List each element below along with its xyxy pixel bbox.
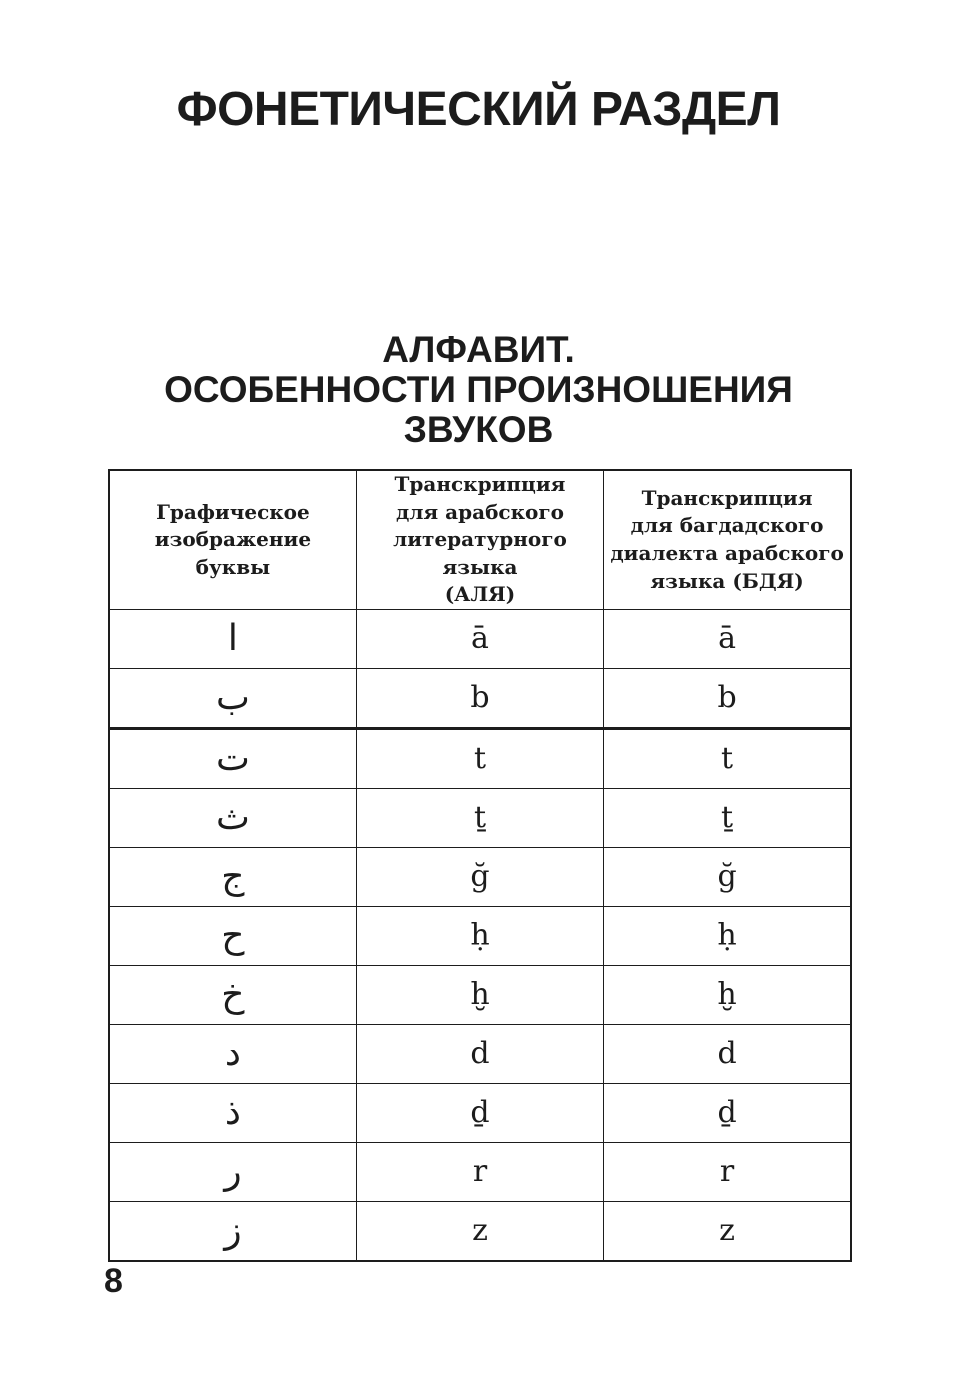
bdya-transcription-cell: r xyxy=(603,1141,852,1202)
arabic-letter-cell: ا xyxy=(108,608,357,669)
alphabet-table: Графическое изображение буквы Транскрипц… xyxy=(108,469,852,1262)
table-row: د d d xyxy=(108,1023,852,1084)
bdya-transcription-cell: ğ xyxy=(603,846,852,907)
table-row: ح ḥ ḥ xyxy=(108,905,852,966)
alya-transcription-cell: r xyxy=(355,1141,605,1202)
arabic-letter-cell: ث xyxy=(108,787,357,848)
alya-transcription-cell: t xyxy=(355,727,605,789)
section-subtitle: АЛФАВИТ. ОСОБЕННОСТИ ПРОИЗНОШЕНИЯ ЗВУКОВ xyxy=(164,329,793,450)
header-letter-column: Графическое изображение буквы xyxy=(108,469,357,610)
arabic-letter-cell: ز xyxy=(108,1200,357,1262)
arabic-letter-cell: خ xyxy=(108,964,357,1025)
page-number: 8 xyxy=(104,1262,123,1300)
arabic-letter-cell: ح xyxy=(108,905,357,966)
arabic-letter-cell: ر xyxy=(108,1141,357,1202)
bdya-transcription-cell: ā xyxy=(603,608,852,669)
arabic-letter-cell: ت xyxy=(108,727,357,789)
header-row: Графическое изображение буквы Транскрипц… xyxy=(108,469,852,610)
arabic-letter-cell: ب xyxy=(108,667,357,730)
table-row: ذ ḏ ḏ xyxy=(108,1082,852,1143)
alya-transcription-cell: ḏ xyxy=(355,1082,605,1143)
table-row: ث ṯ ṯ xyxy=(108,787,852,848)
bdya-transcription-cell: ḫ xyxy=(603,964,852,1025)
header-bdya-column: Транскрипция для багдадского диалекта ар… xyxy=(603,469,852,610)
alya-transcription-cell: ḥ xyxy=(355,905,605,966)
table-row: ا ā ā xyxy=(108,608,852,669)
table-row: ت t t xyxy=(108,727,852,789)
bdya-transcription-cell: ḥ xyxy=(603,905,852,966)
arabic-letter-cell: د xyxy=(108,1023,357,1084)
alya-transcription-cell: ḫ xyxy=(355,964,605,1025)
alya-transcription-cell: b xyxy=(355,667,605,730)
table-row: ر r r xyxy=(108,1141,852,1202)
bdya-transcription-cell: t xyxy=(603,727,852,789)
page-title: ФОНЕТИЧЕСКИЙ РАЗДЕЛ xyxy=(176,83,781,136)
bdya-transcription-cell: d xyxy=(603,1023,852,1084)
alya-transcription-cell: z xyxy=(355,1200,605,1262)
bdya-transcription-cell: ṯ xyxy=(603,787,852,848)
table-row: ز z z xyxy=(108,1200,852,1262)
bdya-transcription-cell: b xyxy=(603,667,852,730)
alya-transcription-cell: d xyxy=(355,1023,605,1084)
alya-transcription-cell: ṯ xyxy=(355,787,605,848)
table-row: ب b b xyxy=(108,667,852,730)
alya-transcription-cell: ğ xyxy=(355,846,605,907)
header-alya-column: Транскрипция для арабского литературного… xyxy=(355,469,605,610)
bdya-transcription-cell: z xyxy=(603,1200,852,1262)
arabic-letter-cell: ذ xyxy=(108,1082,357,1143)
table-header: Графическое изображение буквы Транскрипц… xyxy=(108,469,852,610)
arabic-letter-cell: ج xyxy=(108,846,357,907)
table-row: خ ḫ ḫ xyxy=(108,964,852,1025)
alya-transcription-cell: ā xyxy=(355,608,605,669)
bdya-transcription-cell: ḏ xyxy=(603,1082,852,1143)
table-row: ج ğ ğ xyxy=(108,846,852,907)
